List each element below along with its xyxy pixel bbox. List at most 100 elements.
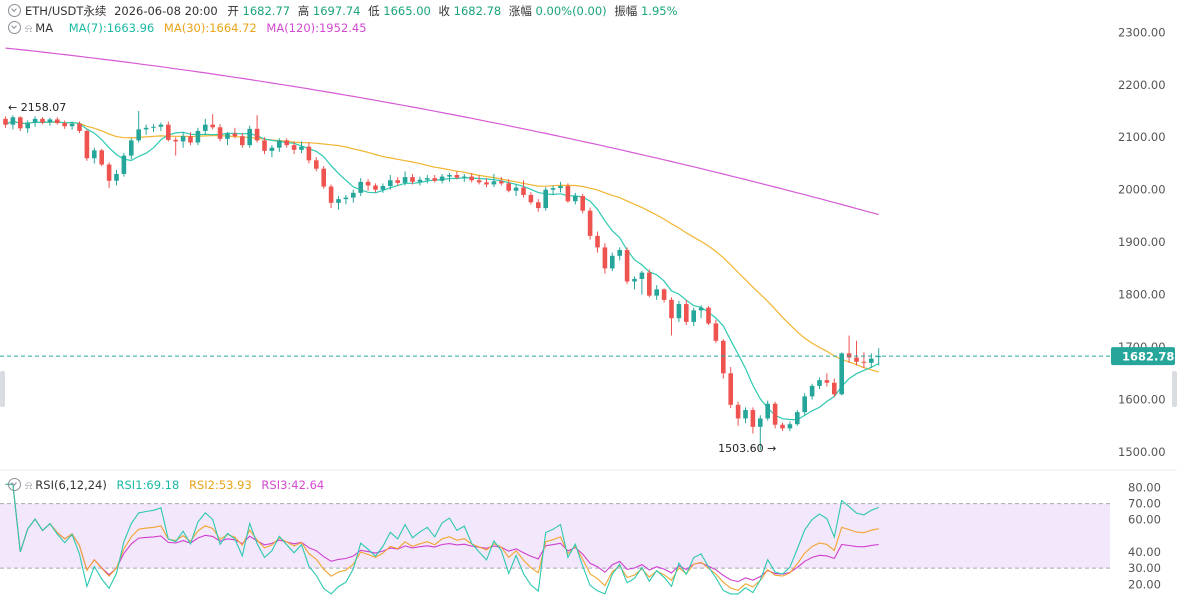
candle-body[interactable] (62, 123, 67, 127)
candle-body[interactable] (18, 117, 23, 129)
candle-body[interactable] (832, 382, 837, 395)
candle-body[interactable] (254, 128, 260, 141)
candle-body[interactable] (77, 123, 82, 131)
right-scroll-handle[interactable] (1172, 371, 1177, 407)
candle-body[interactable] (528, 194, 534, 203)
candle-body[interactable] (55, 119, 60, 124)
candle-body[interactable] (447, 175, 452, 177)
candle-body[interactable] (706, 307, 711, 324)
candle-body[interactable] (536, 202, 541, 209)
candle-body[interactable] (624, 250, 630, 282)
candle-body[interactable] (343, 197, 349, 200)
candle-body[interactable] (632, 278, 637, 282)
candle-body[interactable] (647, 272, 652, 296)
candle-body[interactable] (217, 127, 223, 139)
candle-body[interactable] (143, 127, 149, 130)
candle-body[interactable] (721, 340, 726, 374)
candle-body[interactable] (388, 180, 393, 187)
candle-body[interactable] (698, 307, 704, 311)
candle-body[interactable] (195, 130, 201, 143)
candle-body[interactable] (602, 247, 608, 269)
candle-body[interactable] (314, 160, 319, 169)
candle-body[interactable] (558, 186, 563, 189)
candle-body[interactable] (550, 188, 556, 190)
candle-body[interactable] (336, 199, 341, 203)
candle-body[interactable] (772, 403, 778, 425)
candle-body[interactable] (765, 403, 770, 419)
candle-body[interactable] (476, 180, 482, 183)
candle-body[interactable] (676, 304, 682, 319)
candle-body[interactable] (136, 129, 141, 141)
left-scroll-handle[interactable] (0, 371, 5, 407)
candle-body[interactable] (166, 124, 171, 140)
candle-body[interactable] (661, 289, 667, 300)
candle-body[interactable] (750, 410, 756, 427)
candle-body[interactable] (373, 185, 378, 190)
candle-body[interactable] (180, 136, 186, 142)
candle-body[interactable] (32, 118, 38, 123)
candle-body[interactable] (306, 146, 312, 161)
candle-body[interactable] (188, 136, 193, 143)
candle-body[interactable] (417, 179, 423, 182)
candle-body[interactable] (817, 380, 822, 386)
candle-body[interactable] (543, 189, 548, 209)
candle-body[interactable] (247, 128, 252, 146)
candle-body[interactable] (121, 155, 127, 174)
candle-body[interactable] (506, 183, 511, 191)
candle-body[interactable] (225, 133, 230, 139)
candle-body[interactable] (395, 180, 400, 183)
candle-body[interactable] (743, 410, 748, 419)
candle-body[interactable] (321, 168, 326, 187)
candle-body[interactable] (3, 118, 8, 125)
candle-body[interactable] (410, 177, 415, 182)
candle-body[interactable] (491, 181, 497, 185)
candle-body[interactable] (351, 192, 356, 198)
candle-body[interactable] (484, 182, 489, 185)
candle-body[interactable] (114, 173, 119, 181)
candle-body[interactable] (580, 195, 585, 211)
candle-body[interactable] (861, 361, 867, 363)
candle-body[interactable] (684, 304, 689, 322)
candle-body[interactable] (735, 404, 741, 419)
candle-body[interactable] (669, 299, 674, 319)
candle-body[interactable] (869, 358, 874, 363)
candle-body[interactable] (587, 210, 593, 236)
candle-body[interactable] (521, 187, 526, 195)
candle-body[interactable] (432, 178, 437, 181)
candle-body[interactable] (99, 150, 104, 165)
candle-body[interactable] (499, 181, 504, 184)
collapse-chevron-icon[interactable] (8, 21, 21, 34)
candle-body[interactable] (573, 195, 578, 202)
candle-body[interactable] (439, 176, 445, 181)
candle-body[interactable] (47, 119, 53, 123)
candle-body[interactable] (513, 187, 519, 191)
candle-body[interactable] (425, 178, 430, 180)
candle-body[interactable] (240, 136, 245, 146)
candle-body[interactable] (232, 133, 238, 137)
candle-body[interactable] (839, 353, 844, 395)
candle-body[interactable] (758, 418, 763, 427)
candle-body[interactable] (40, 118, 45, 123)
candle-body[interactable] (84, 130, 90, 159)
candle-body[interactable] (129, 140, 134, 156)
candle-body[interactable] (299, 146, 304, 150)
candle-body[interactable] (284, 140, 289, 146)
candle-body[interactable] (380, 186, 386, 190)
candle-body[interactable] (462, 176, 467, 178)
candle-body[interactable] (824, 380, 830, 383)
candle-body[interactable] (787, 424, 793, 429)
candle-body[interactable] (277, 140, 282, 148)
candle-body[interactable] (262, 140, 267, 151)
candle-body[interactable] (269, 147, 275, 151)
candle-body[interactable] (158, 124, 164, 127)
candle-body[interactable] (565, 186, 571, 202)
candle-body[interactable] (713, 323, 719, 341)
candle-body[interactable] (654, 289, 659, 296)
collapse-chevron-icon[interactable] (8, 4, 21, 17)
candle-body[interactable] (809, 385, 815, 397)
candle-body[interactable] (25, 122, 30, 129)
candle-body[interactable] (639, 272, 645, 279)
bell-icon[interactable]: ⍾ (25, 22, 33, 35)
